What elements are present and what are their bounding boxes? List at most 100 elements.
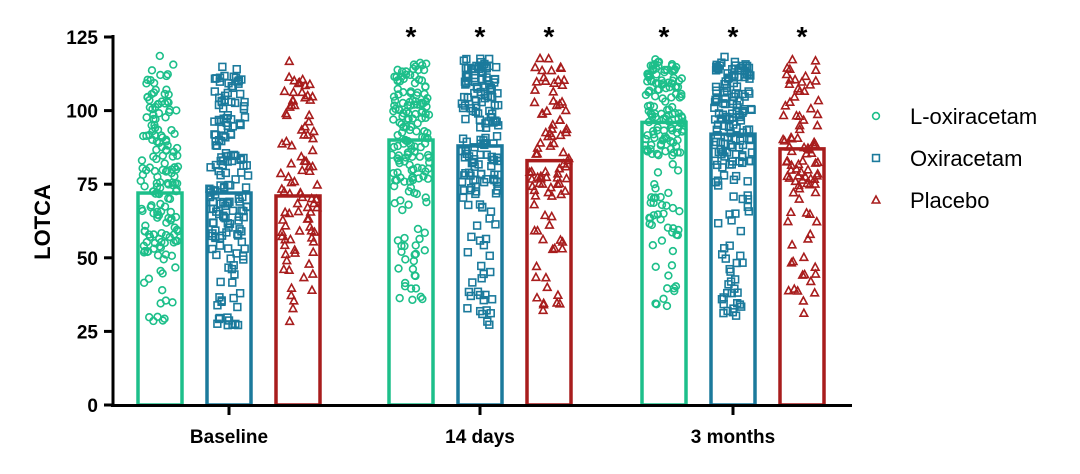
data-point xyxy=(168,298,177,307)
data-point xyxy=(277,214,288,224)
data-point xyxy=(745,135,754,145)
data-point xyxy=(740,67,750,76)
data-point xyxy=(467,232,476,242)
data-point xyxy=(286,158,297,168)
x-tick-label: Baseline xyxy=(190,427,268,448)
data-point xyxy=(651,262,660,272)
data-point xyxy=(792,132,803,142)
data-point xyxy=(653,168,663,177)
data-point xyxy=(280,248,291,259)
data-point xyxy=(727,216,736,225)
data-point xyxy=(809,136,820,147)
data-point xyxy=(552,178,563,189)
data-point xyxy=(223,111,233,120)
data-point xyxy=(733,288,742,297)
data-point xyxy=(153,213,162,222)
data-point xyxy=(396,196,405,205)
data-point xyxy=(809,178,821,188)
data-point xyxy=(719,308,728,318)
data-point xyxy=(729,175,739,184)
significance-markers: * * * * * * xyxy=(406,21,808,52)
data-point xyxy=(530,190,541,200)
data-point xyxy=(482,63,492,72)
data-point xyxy=(471,96,481,106)
data-point xyxy=(789,73,801,84)
data-point xyxy=(480,83,490,92)
data-point xyxy=(668,76,678,85)
data-point xyxy=(664,271,673,280)
data-point xyxy=(673,135,682,145)
data-point xyxy=(228,83,238,93)
data-point xyxy=(557,243,568,253)
data-point xyxy=(296,151,307,161)
data-point xyxy=(408,173,417,183)
data-point xyxy=(305,206,316,216)
data-point xyxy=(303,116,314,126)
data-point xyxy=(537,107,548,118)
data-point xyxy=(308,125,319,136)
data-point xyxy=(211,232,220,241)
data-point xyxy=(664,188,673,198)
data-point xyxy=(539,209,551,220)
data-point xyxy=(221,148,231,158)
data-point xyxy=(151,85,160,94)
data-point xyxy=(417,164,427,173)
data-point xyxy=(307,144,318,155)
data-point xyxy=(531,260,542,271)
scatter-points xyxy=(136,51,824,330)
data-point xyxy=(531,76,542,86)
data-point xyxy=(782,215,794,226)
data-point xyxy=(458,103,468,113)
data-point xyxy=(302,129,313,139)
data-point xyxy=(716,138,726,147)
data-point xyxy=(810,268,821,278)
data-point xyxy=(789,91,800,101)
data-point xyxy=(280,233,291,244)
data-point xyxy=(794,119,805,130)
data-point xyxy=(671,282,681,291)
data-point xyxy=(800,70,811,81)
data-point xyxy=(138,163,147,173)
data-point xyxy=(646,101,655,110)
data-point xyxy=(401,153,411,162)
data-point xyxy=(540,75,551,86)
data-point xyxy=(649,126,658,136)
data-point xyxy=(792,285,803,295)
data-point xyxy=(213,319,222,328)
data-point xyxy=(160,159,169,168)
data-point xyxy=(782,170,793,181)
data-point xyxy=(393,141,402,151)
data-point xyxy=(395,77,405,86)
data-point xyxy=(140,246,150,256)
data-point xyxy=(297,164,308,175)
data-point xyxy=(720,99,730,109)
data-point xyxy=(785,74,796,84)
data-point xyxy=(479,136,488,145)
data-point xyxy=(169,60,178,69)
data-point xyxy=(171,212,181,222)
data-point xyxy=(725,210,734,219)
data-point xyxy=(783,285,794,295)
data-point xyxy=(668,246,678,256)
y-tick-label: 75 xyxy=(77,175,99,196)
data-point xyxy=(779,135,790,145)
data-point xyxy=(468,157,478,167)
data-point xyxy=(401,255,410,264)
data-point xyxy=(407,144,416,154)
data-point xyxy=(485,320,494,329)
data-point xyxy=(643,77,652,86)
data-point xyxy=(560,185,571,195)
data-point xyxy=(141,221,150,230)
data-point xyxy=(729,192,738,201)
data-point xyxy=(549,242,560,253)
data-point xyxy=(464,287,474,297)
data-point xyxy=(546,210,557,221)
data-point xyxy=(530,61,541,72)
data-point xyxy=(165,232,174,242)
data-point xyxy=(413,119,422,128)
data-point xyxy=(304,78,316,89)
data-point xyxy=(737,302,746,311)
data-point xyxy=(136,176,145,186)
data-point xyxy=(725,241,734,250)
data-point xyxy=(460,77,470,86)
